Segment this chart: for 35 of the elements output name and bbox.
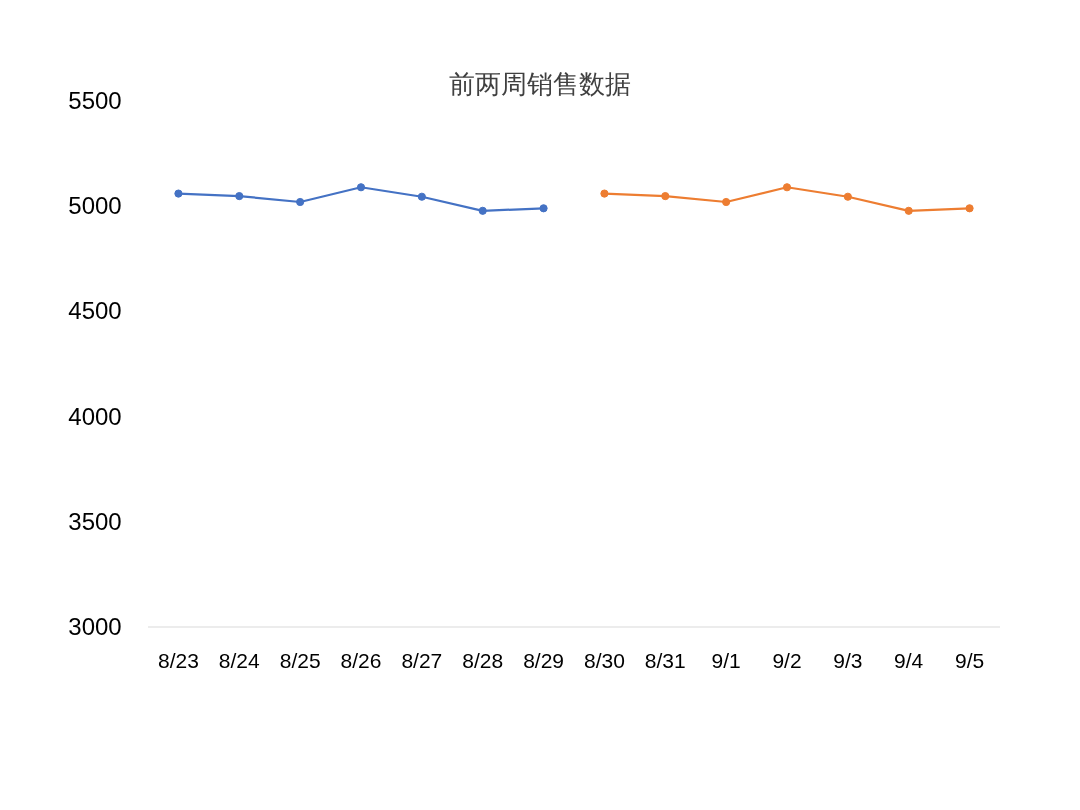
x-tick-label: 9/2 (772, 649, 802, 672)
x-tick-label: 8/23 (157, 649, 199, 672)
x-tick-label: 9/4 (894, 649, 924, 672)
x-tick-label: 9/3 (833, 649, 863, 672)
point (235, 192, 244, 201)
x-tick-label: 8/29 (523, 649, 565, 672)
x-tick-label: 8/25 (279, 649, 321, 672)
x-tick-label: 9/5 (954, 649, 985, 672)
point (843, 192, 852, 201)
x-tick-label: 8/24 (218, 649, 261, 672)
y-tick-label: 4000 (68, 402, 122, 430)
point (417, 192, 426, 201)
point (661, 192, 670, 201)
point (296, 197, 305, 207)
point (965, 204, 974, 213)
y-tick-label: 3500 (68, 507, 122, 535)
point (478, 206, 487, 215)
y-tick-label: 4500 (68, 297, 122, 325)
x-tick-label: 8/28 (462, 649, 504, 672)
point (904, 206, 913, 215)
point (782, 183, 792, 192)
point (356, 183, 366, 192)
point (600, 189, 609, 198)
point (539, 204, 548, 213)
x-tick-label: 8/26 (340, 649, 382, 672)
x-tick-label: 9/1 (711, 649, 741, 672)
x-tick-label: 8/27 (401, 649, 443, 672)
x-tick-label: 8/30 (583, 649, 625, 672)
point (174, 189, 183, 198)
chart-title: 前两周销售数据 (449, 69, 631, 99)
point (722, 197, 731, 207)
y-tick-label: 5000 (68, 192, 122, 220)
x-tick-label: 8/31 (644, 649, 686, 672)
y-tick-label: 3000 (68, 613, 122, 640)
y-tick-label: 5500 (68, 87, 122, 114)
